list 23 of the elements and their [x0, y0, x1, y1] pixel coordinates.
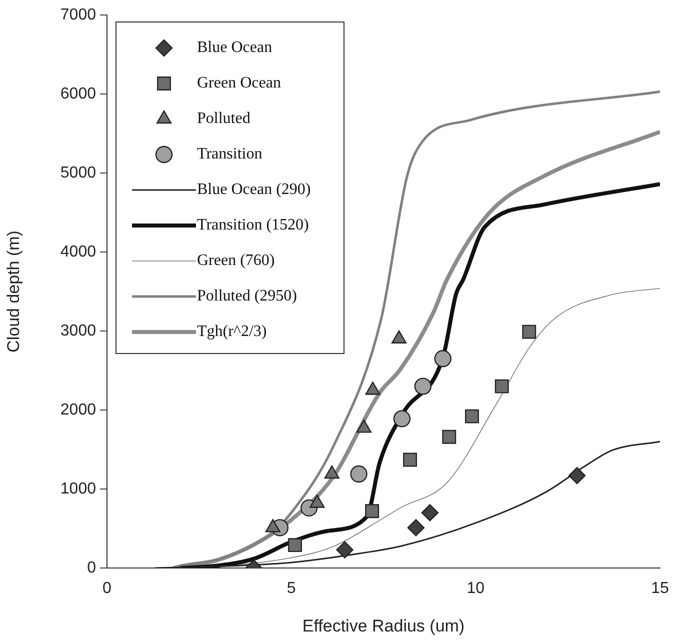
x-tick-label: 15 [651, 580, 669, 598]
legend-label: Blue Ocean [197, 39, 272, 56]
y-tick-label: 6000 [60, 85, 96, 102]
legend-label: Transition (1520) [197, 216, 309, 234]
x-tick-label: 5 [286, 580, 296, 598]
y-tick-label: 1000 [60, 480, 96, 498]
y-tick-label: 3000 [60, 322, 96, 340]
legend-label: Polluted (2950) [197, 288, 297, 305]
y-tick-label: 2000 [60, 401, 96, 418]
y-tick-label: 7000 [60, 6, 96, 24]
legend-label: Green Ocean [197, 74, 281, 92]
y-tick-label: 0 [87, 559, 96, 576]
x-tick-label: 0 [102, 580, 112, 598]
legend-label: Tgh(r^2/3) [197, 323, 267, 340]
y-axis-title: Cloud depth (m) [4, 230, 23, 352]
legend-label: Blue Ocean (290) [197, 181, 311, 198]
legend-label: Polluted [197, 110, 250, 128]
y-tick-label: 5000 [60, 164, 96, 182]
x-axis-title: Effective Radius (um) [302, 616, 465, 636]
legend-label: Green (760) [197, 252, 275, 270]
x-tick-label: 10 [466, 580, 485, 598]
y-tick-label: 4000 [60, 243, 96, 260]
legend-label: Transition [197, 146, 262, 163]
